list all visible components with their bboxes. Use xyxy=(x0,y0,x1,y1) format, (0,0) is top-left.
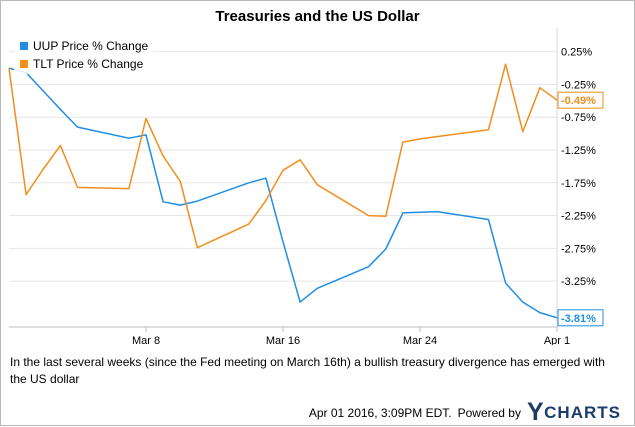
ycharts-logo-wordmark: CHARTS xyxy=(544,402,621,422)
ycharts-logo-y: Y xyxy=(526,398,545,426)
legend[interactable]: UUP Price % Change TLT Price % Change xyxy=(14,36,154,74)
legend-label: UUP Price % Change xyxy=(33,39,148,53)
legend-label: TLT Price % Change xyxy=(33,57,144,71)
grid-layer xyxy=(9,51,557,282)
y-tick-label: -1.25% xyxy=(561,145,596,157)
y-tick-label: -2.25% xyxy=(561,211,596,223)
legend-item-tlt[interactable]: TLT Price % Change xyxy=(20,57,144,71)
y-tick-label: -1.75% xyxy=(561,178,596,190)
series-line-uup xyxy=(8,67,558,319)
chart-caption: In the last several weeks (since the Fed… xyxy=(10,355,605,386)
x-tick-label: Mar 8 xyxy=(132,335,160,345)
ycharts-logo[interactable]: Y CHARTS xyxy=(527,398,621,427)
chart-svg: 0.25% -0.25% -0.75% -1.25% -1.75% -2.25% -2.75… xyxy=(8,28,604,345)
legend-item-uup[interactable]: UUP Price % Change xyxy=(20,39,148,53)
powered-by-text: Powered by xyxy=(457,405,521,420)
y-tick-label: -0.75% xyxy=(561,112,596,124)
chart-title: Treasuries and the US Dollar xyxy=(215,8,420,25)
series-line-tlt xyxy=(8,63,558,249)
legend-background xyxy=(14,36,154,74)
end-label-box xyxy=(557,309,604,327)
y-tick-label: -2.75% xyxy=(561,243,596,255)
y-tick-label: -3.25% xyxy=(561,276,596,288)
end-label-uup: -3.81% xyxy=(557,309,604,327)
footer-timestamp: Apr 01 2016, 3:09PM EDT. xyxy=(308,405,452,420)
end-label-tlt: -0.49% xyxy=(557,91,604,109)
axis-layer: 0.25% -0.25% -0.75% -1.25% -1.75% -2.25% -2.75… xyxy=(9,28,596,345)
legend-swatch xyxy=(20,42,28,50)
legend-swatch xyxy=(20,60,28,68)
x-tick-label: Mar 16 xyxy=(266,335,300,345)
y-tick-label: -0.25% xyxy=(561,79,596,91)
x-tick-label: Mar 24 xyxy=(403,335,437,345)
x-tick-label: Apr 1 xyxy=(544,335,570,345)
end-label-value: -3.81% xyxy=(561,313,596,325)
end-label-layer: -3.81% -0.49% xyxy=(557,91,604,327)
footer: Apr 01 2016, 3:09PM EDT. Powered by Y CH… xyxy=(309,398,621,427)
end-label-value: -0.49% xyxy=(561,95,596,107)
end-label-box xyxy=(557,91,604,109)
y-tick-label: 0.25% xyxy=(561,47,592,59)
series-layer xyxy=(8,63,558,319)
